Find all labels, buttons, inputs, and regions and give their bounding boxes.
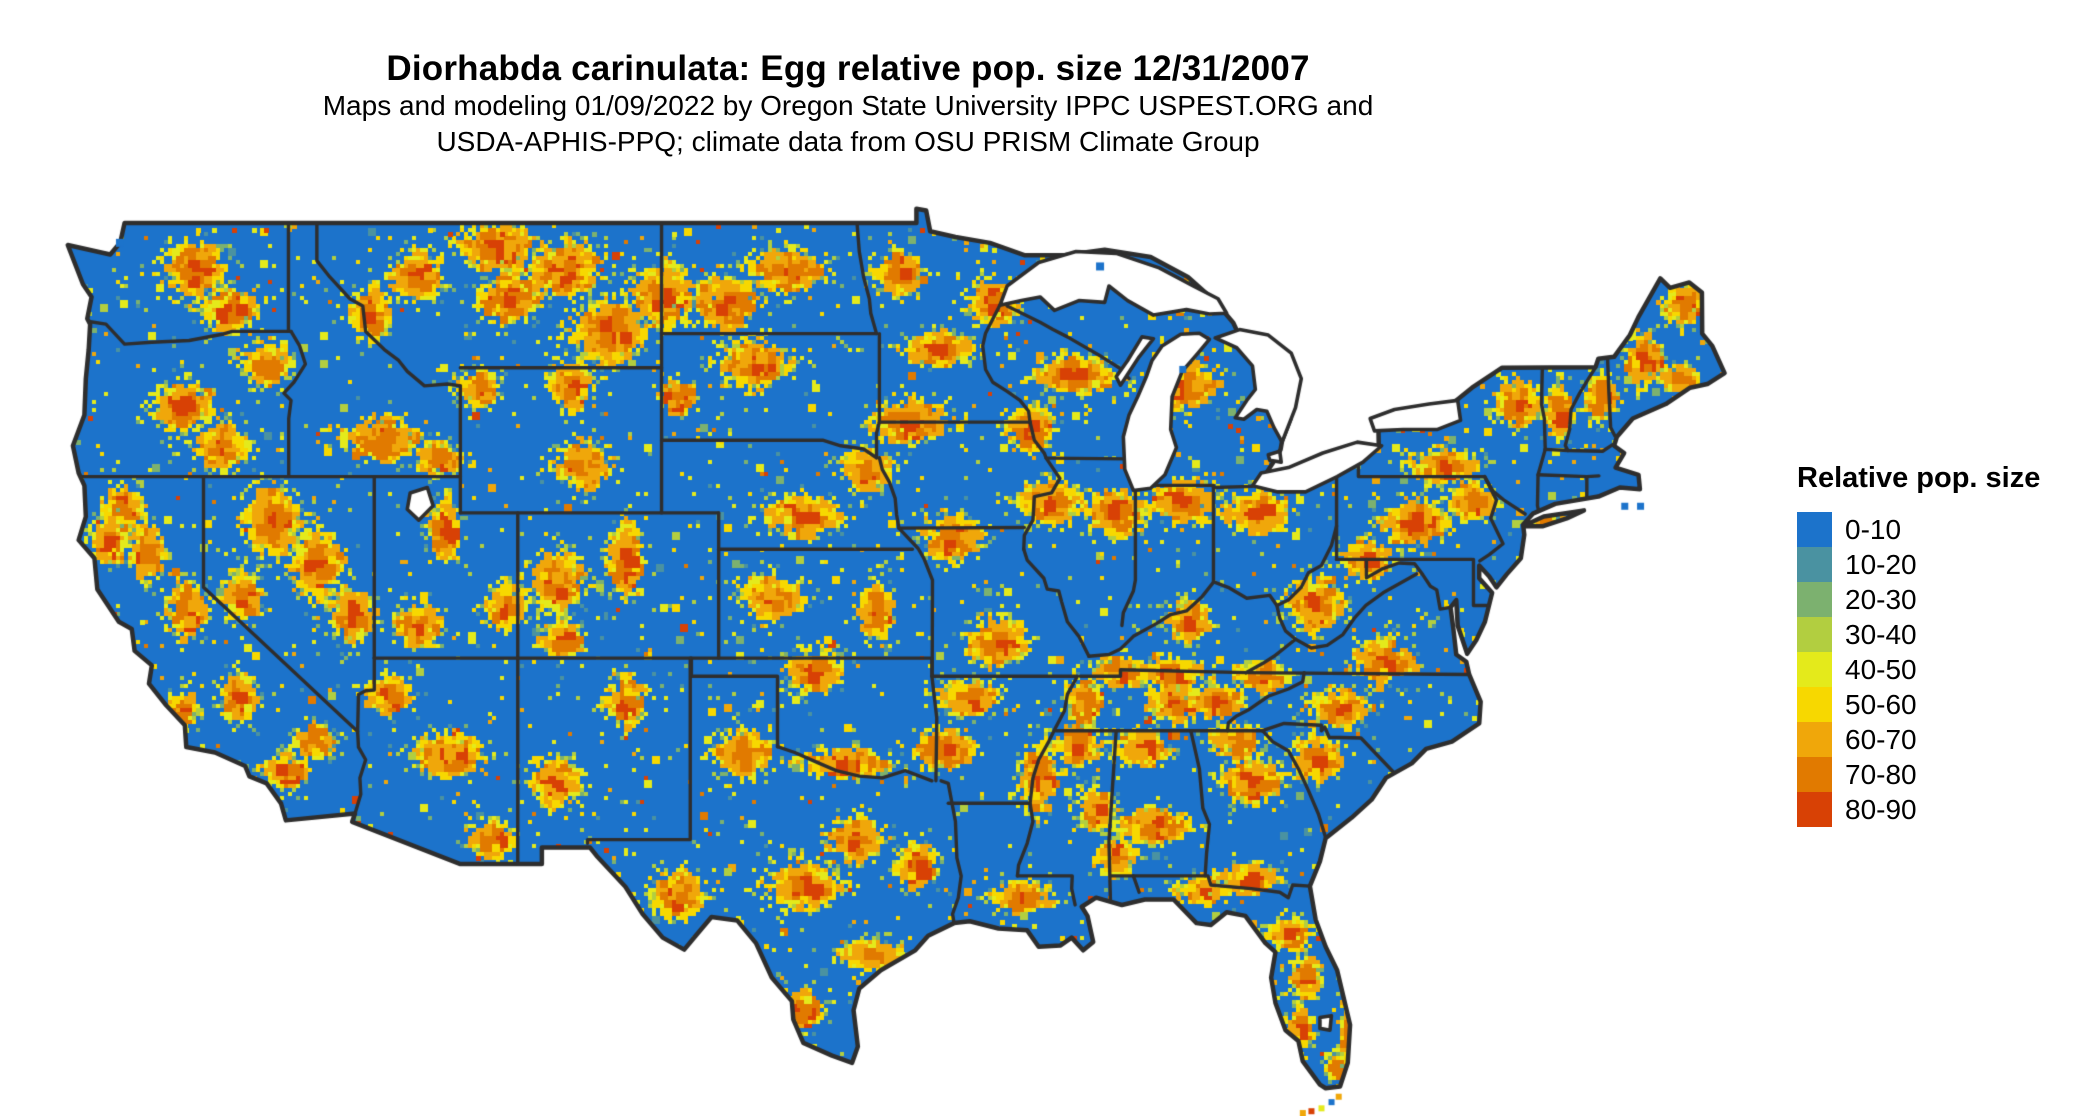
legend-item: 50-60 xyxy=(1797,687,2040,722)
legend-color-swatch xyxy=(1797,512,1832,547)
legend-color-swatch xyxy=(1797,582,1832,617)
legend-color-swatch xyxy=(1797,652,1832,687)
legend-item: 80-90 xyxy=(1797,792,2040,827)
legend-item-label: 70-80 xyxy=(1845,758,1917,790)
page-title: Diorhabda carinulata: Egg relative pop. … xyxy=(386,49,1310,89)
legend-item-label: 60-70 xyxy=(1845,723,1917,755)
legend-item: 60-70 xyxy=(1797,722,2040,757)
subtitle-line-2: USDA-APHIS-PPQ; climate data from OSU PR… xyxy=(436,126,1260,157)
legend-item: 10-20 xyxy=(1797,547,2040,582)
legend-title: Relative pop. size xyxy=(1797,462,2041,494)
legend-item: 0-10 xyxy=(1797,512,2040,547)
legend-items: 0-10 10-20 20-30 30-40 40-50 50-60 60-70 70-80 8… xyxy=(1797,512,2040,827)
legend-color-swatch xyxy=(1797,617,1832,652)
legend: Relative pop. size 0-10 10-20 20-30 30-40 40… xyxy=(1797,462,2040,827)
legend-item-label: 30-40 xyxy=(1845,618,1917,650)
subtitle-line-1: Maps and modeling 01/09/2022 by Oregon S… xyxy=(322,90,1374,121)
legend-item-label: 20-30 xyxy=(1845,583,1917,615)
legend-item-label: 0-10 xyxy=(1845,513,1902,545)
legend-color-swatch xyxy=(1797,687,1832,722)
legend-item: 70-80 xyxy=(1797,757,2040,792)
legend-item-label: 50-60 xyxy=(1845,688,1917,720)
legend-item-label: 10-20 xyxy=(1845,548,1917,580)
legend-color-swatch xyxy=(1797,547,1832,582)
legend-color-swatch xyxy=(1797,757,1832,792)
legend-color-swatch xyxy=(1797,722,1832,757)
legend-item: 20-30 xyxy=(1797,582,2040,617)
legend-color-swatch xyxy=(1797,792,1832,827)
legend-item-label: 80-90 xyxy=(1845,793,1917,825)
legend-item: 30-40 xyxy=(1797,617,2040,652)
legend-item-label: 40-50 xyxy=(1845,653,1917,685)
legend-item: 40-50 xyxy=(1797,652,2040,687)
